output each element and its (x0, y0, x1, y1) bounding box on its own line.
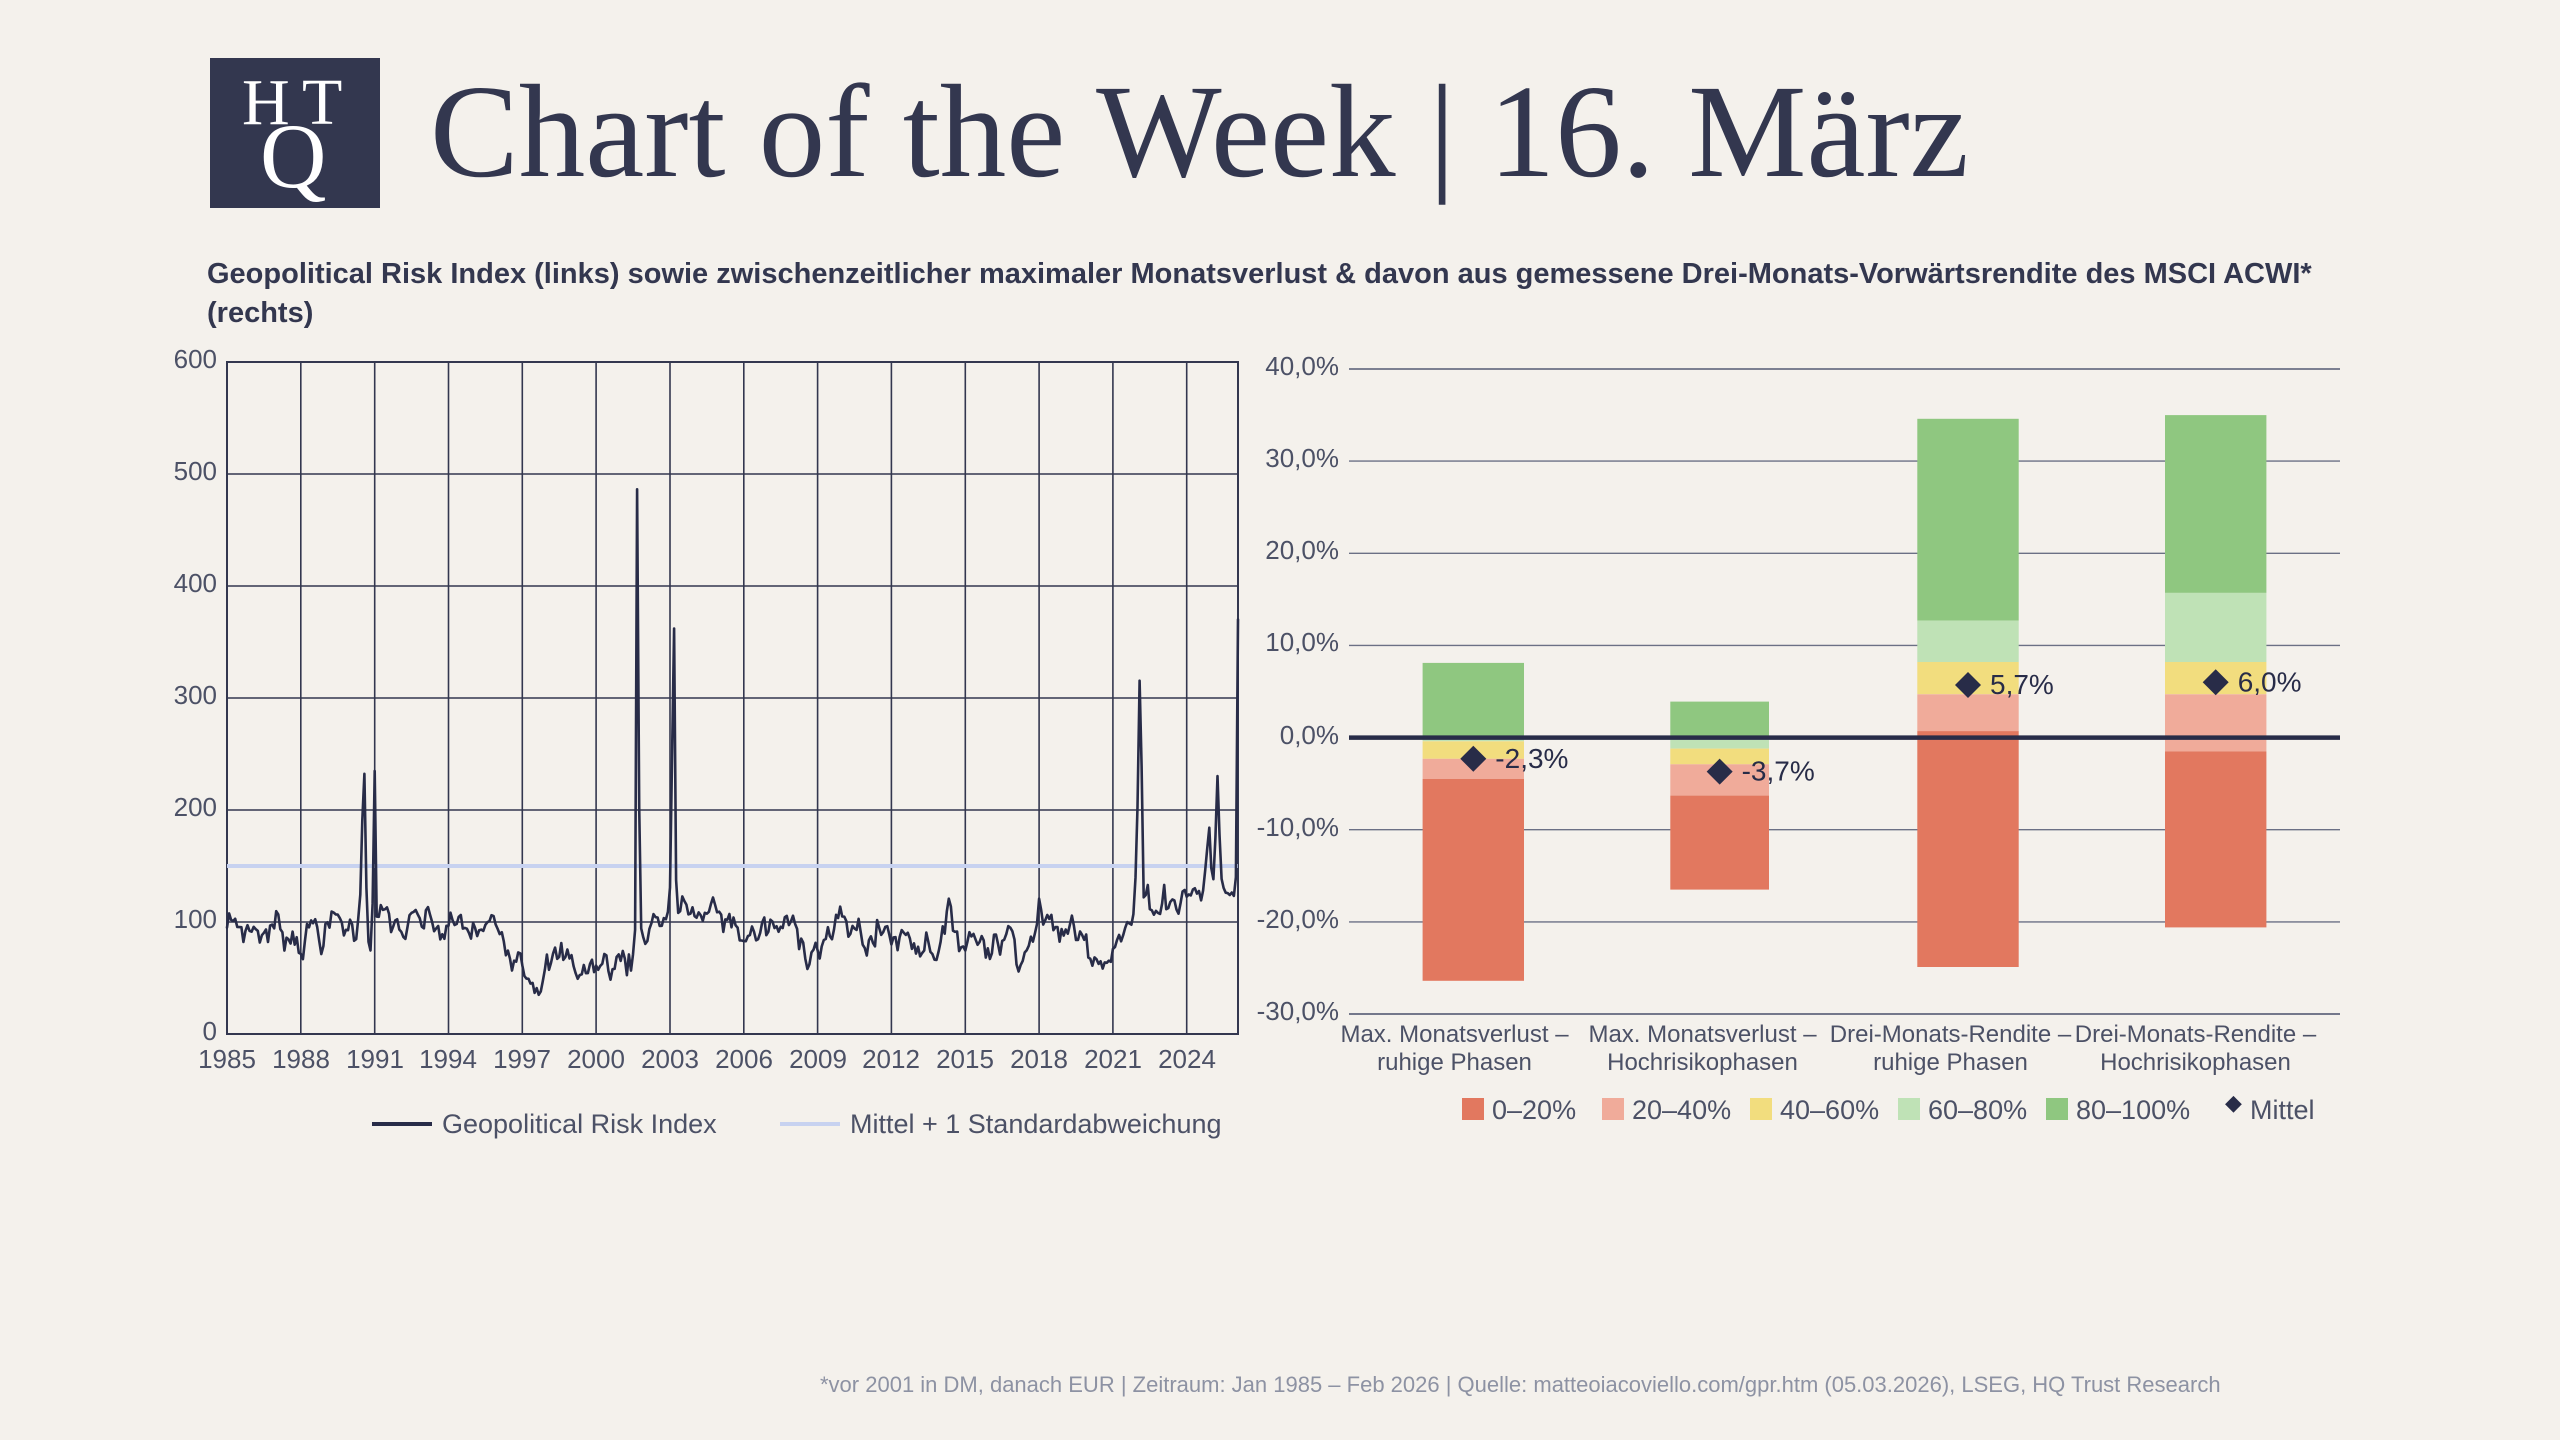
svg-text:-3,7%: -3,7% (1742, 756, 1815, 787)
svg-text:-2,3%: -2,3% (1495, 743, 1568, 774)
svg-text:5,7%: 5,7% (1990, 669, 2054, 700)
svg-text:6,0%: 6,0% (2238, 666, 2302, 697)
